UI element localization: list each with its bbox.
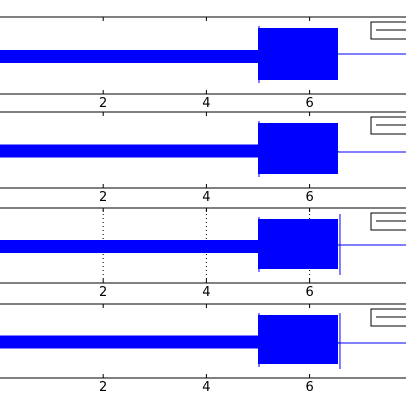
subplot-3: 2468 [0,207,406,300]
x-tick-label: 4 [202,190,210,205]
signal-low-amplitude [0,335,258,349]
x-tick-label: 6 [305,96,313,111]
signal-low-amplitude [0,50,258,63]
axes-frame [0,207,406,284]
x-tick-label: 2 [99,285,107,300]
signal-high-amplitude [258,315,338,364]
signal-low-amplitude [0,144,258,158]
axes-frame [0,111,406,189]
x-tick-label: 2 [99,380,107,395]
axes-frame [0,16,406,95]
x-tick-label: 4 [202,285,210,300]
legend [370,212,406,231]
subplot-1: 2468 [0,16,406,111]
x-tick-label: 6 [305,285,313,300]
signal-low-amplitude [0,240,258,253]
x-tick-label: 2 [99,190,107,205]
signal-tail [337,342,406,344]
legend [370,116,406,135]
x-tick-label: 4 [202,380,210,395]
signal-high-amplitude [258,219,338,269]
subplot-2: 2468 [0,111,406,205]
x-tick-label: 2 [99,96,107,111]
signal-high-amplitude [258,123,338,174]
x-tick-label: 6 [305,380,313,395]
legend [370,21,406,40]
x-tick-label: 4 [202,96,210,111]
subplot-4: 2468 [0,303,406,395]
signal-tail [337,151,406,153]
legend [370,308,406,327]
signal-high-amplitude [258,28,338,80]
axes-frame [0,303,406,379]
x-tick-label: 6 [305,190,313,205]
